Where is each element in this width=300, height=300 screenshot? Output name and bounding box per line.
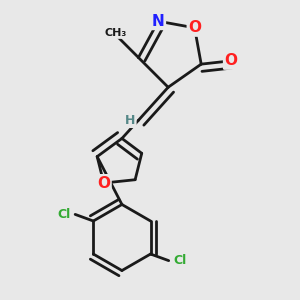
Text: O: O: [224, 53, 237, 68]
Text: N: N: [152, 14, 165, 29]
Text: O: O: [188, 20, 201, 35]
Text: Cl: Cl: [57, 208, 70, 221]
Text: Cl: Cl: [174, 254, 187, 267]
Text: CH₃: CH₃: [104, 28, 126, 38]
Text: O: O: [97, 176, 110, 190]
Text: H: H: [125, 114, 135, 127]
